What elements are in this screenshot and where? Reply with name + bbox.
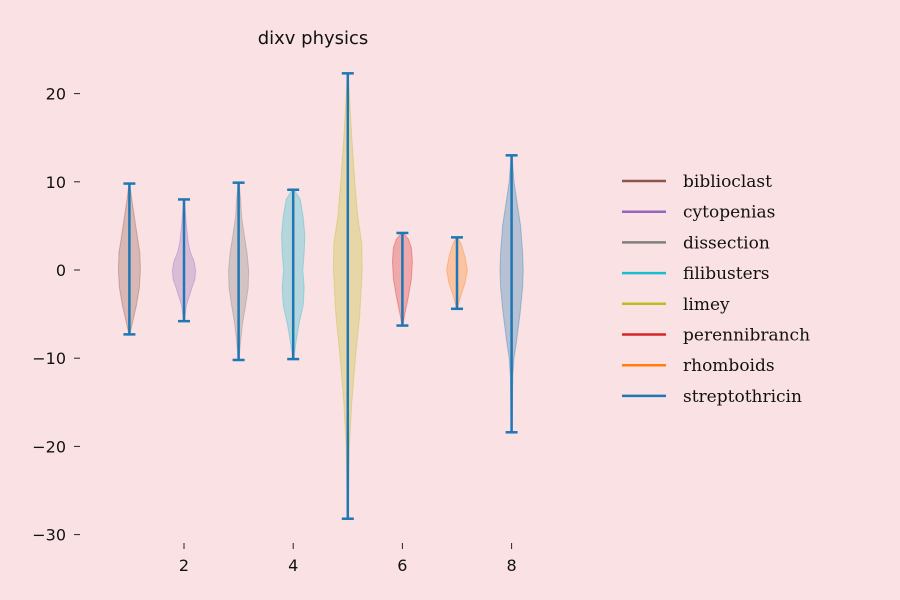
legend-label: filibusters xyxy=(683,264,770,284)
y-tick-label: 10 xyxy=(46,173,66,192)
x-tick-label: 2 xyxy=(179,556,189,575)
x-tick-label: 8 xyxy=(507,556,517,575)
legend-label: biblioclast xyxy=(683,172,772,192)
y-tick-label: −10 xyxy=(32,349,66,368)
y-tick-label: 0 xyxy=(56,261,66,280)
x-tick-label: 4 xyxy=(288,556,298,575)
violins-layer xyxy=(117,72,524,520)
y-axis: 20 10 0 −10 −20 −30 xyxy=(32,85,80,545)
y-tick-label: −30 xyxy=(32,526,66,545)
error-bars-layer xyxy=(123,72,518,520)
chart-title: dixv physics xyxy=(258,28,369,49)
y-tick-label: −20 xyxy=(32,437,66,456)
legend: biblioclast cytopenias dissection filibuste… xyxy=(622,172,810,407)
legend-label: limey xyxy=(683,295,730,315)
y-tick-label: 20 xyxy=(46,85,66,104)
legend-label: dissection xyxy=(683,233,770,253)
legend-label: rhomboids xyxy=(683,356,775,376)
legend-label: cytopenias xyxy=(683,203,775,223)
legend-label: streptothricin xyxy=(683,387,802,407)
x-tick-label: 6 xyxy=(397,556,407,575)
legend-label: perennibranch xyxy=(683,326,810,346)
x-axis: 2 4 6 8 xyxy=(179,543,517,575)
